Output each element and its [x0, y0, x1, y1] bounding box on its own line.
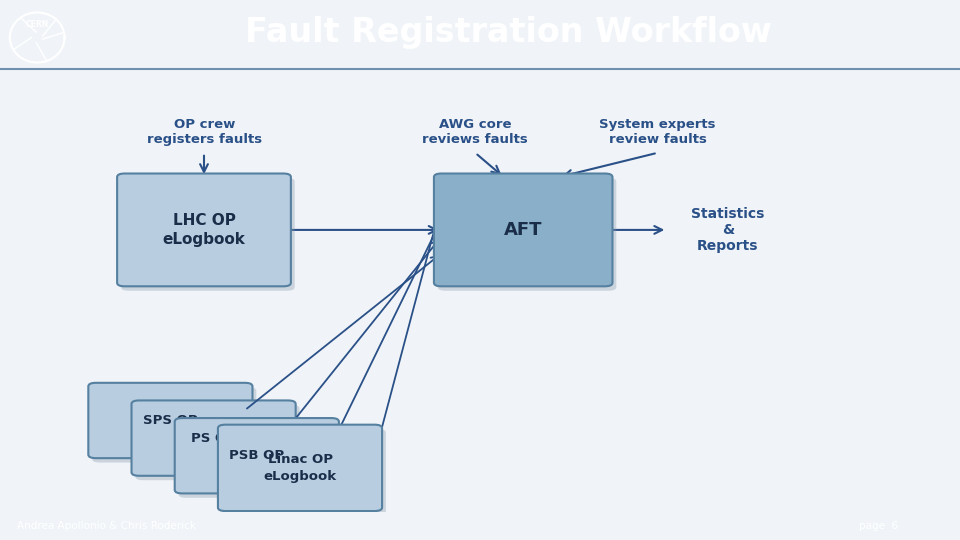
FancyBboxPatch shape: [121, 178, 295, 291]
Text: Linac OP
eLogbook: Linac OP eLogbook: [263, 453, 337, 483]
FancyBboxPatch shape: [135, 405, 300, 480]
FancyBboxPatch shape: [132, 401, 296, 476]
FancyBboxPatch shape: [438, 178, 616, 291]
Text: CERN: CERN: [26, 20, 49, 29]
FancyBboxPatch shape: [92, 387, 256, 463]
FancyBboxPatch shape: [434, 173, 612, 286]
Text: SPS OP: SPS OP: [143, 414, 198, 427]
FancyBboxPatch shape: [88, 383, 252, 458]
Text: Andrea Apollonio & Chris Roderick: Andrea Apollonio & Chris Roderick: [17, 521, 196, 531]
FancyBboxPatch shape: [218, 424, 382, 511]
Text: LHC OP
eLogbook: LHC OP eLogbook: [162, 213, 246, 247]
FancyBboxPatch shape: [222, 429, 386, 516]
Text: System experts
review faults: System experts review faults: [599, 118, 716, 146]
Text: AWG core
reviews faults: AWG core reviews faults: [422, 118, 528, 146]
Text: Fault Registration Workflow: Fault Registration Workflow: [246, 16, 772, 49]
FancyBboxPatch shape: [179, 422, 343, 498]
Text: PS OP: PS OP: [191, 431, 236, 444]
Text: PSB OP: PSB OP: [229, 449, 284, 462]
FancyBboxPatch shape: [175, 418, 339, 494]
Text: Statistics
&
Reports: Statistics & Reports: [691, 207, 764, 253]
Text: OP crew
registers faults: OP crew registers faults: [147, 118, 262, 146]
FancyBboxPatch shape: [117, 173, 291, 286]
Text: page  6: page 6: [859, 521, 899, 531]
Text: AFT: AFT: [504, 221, 542, 239]
